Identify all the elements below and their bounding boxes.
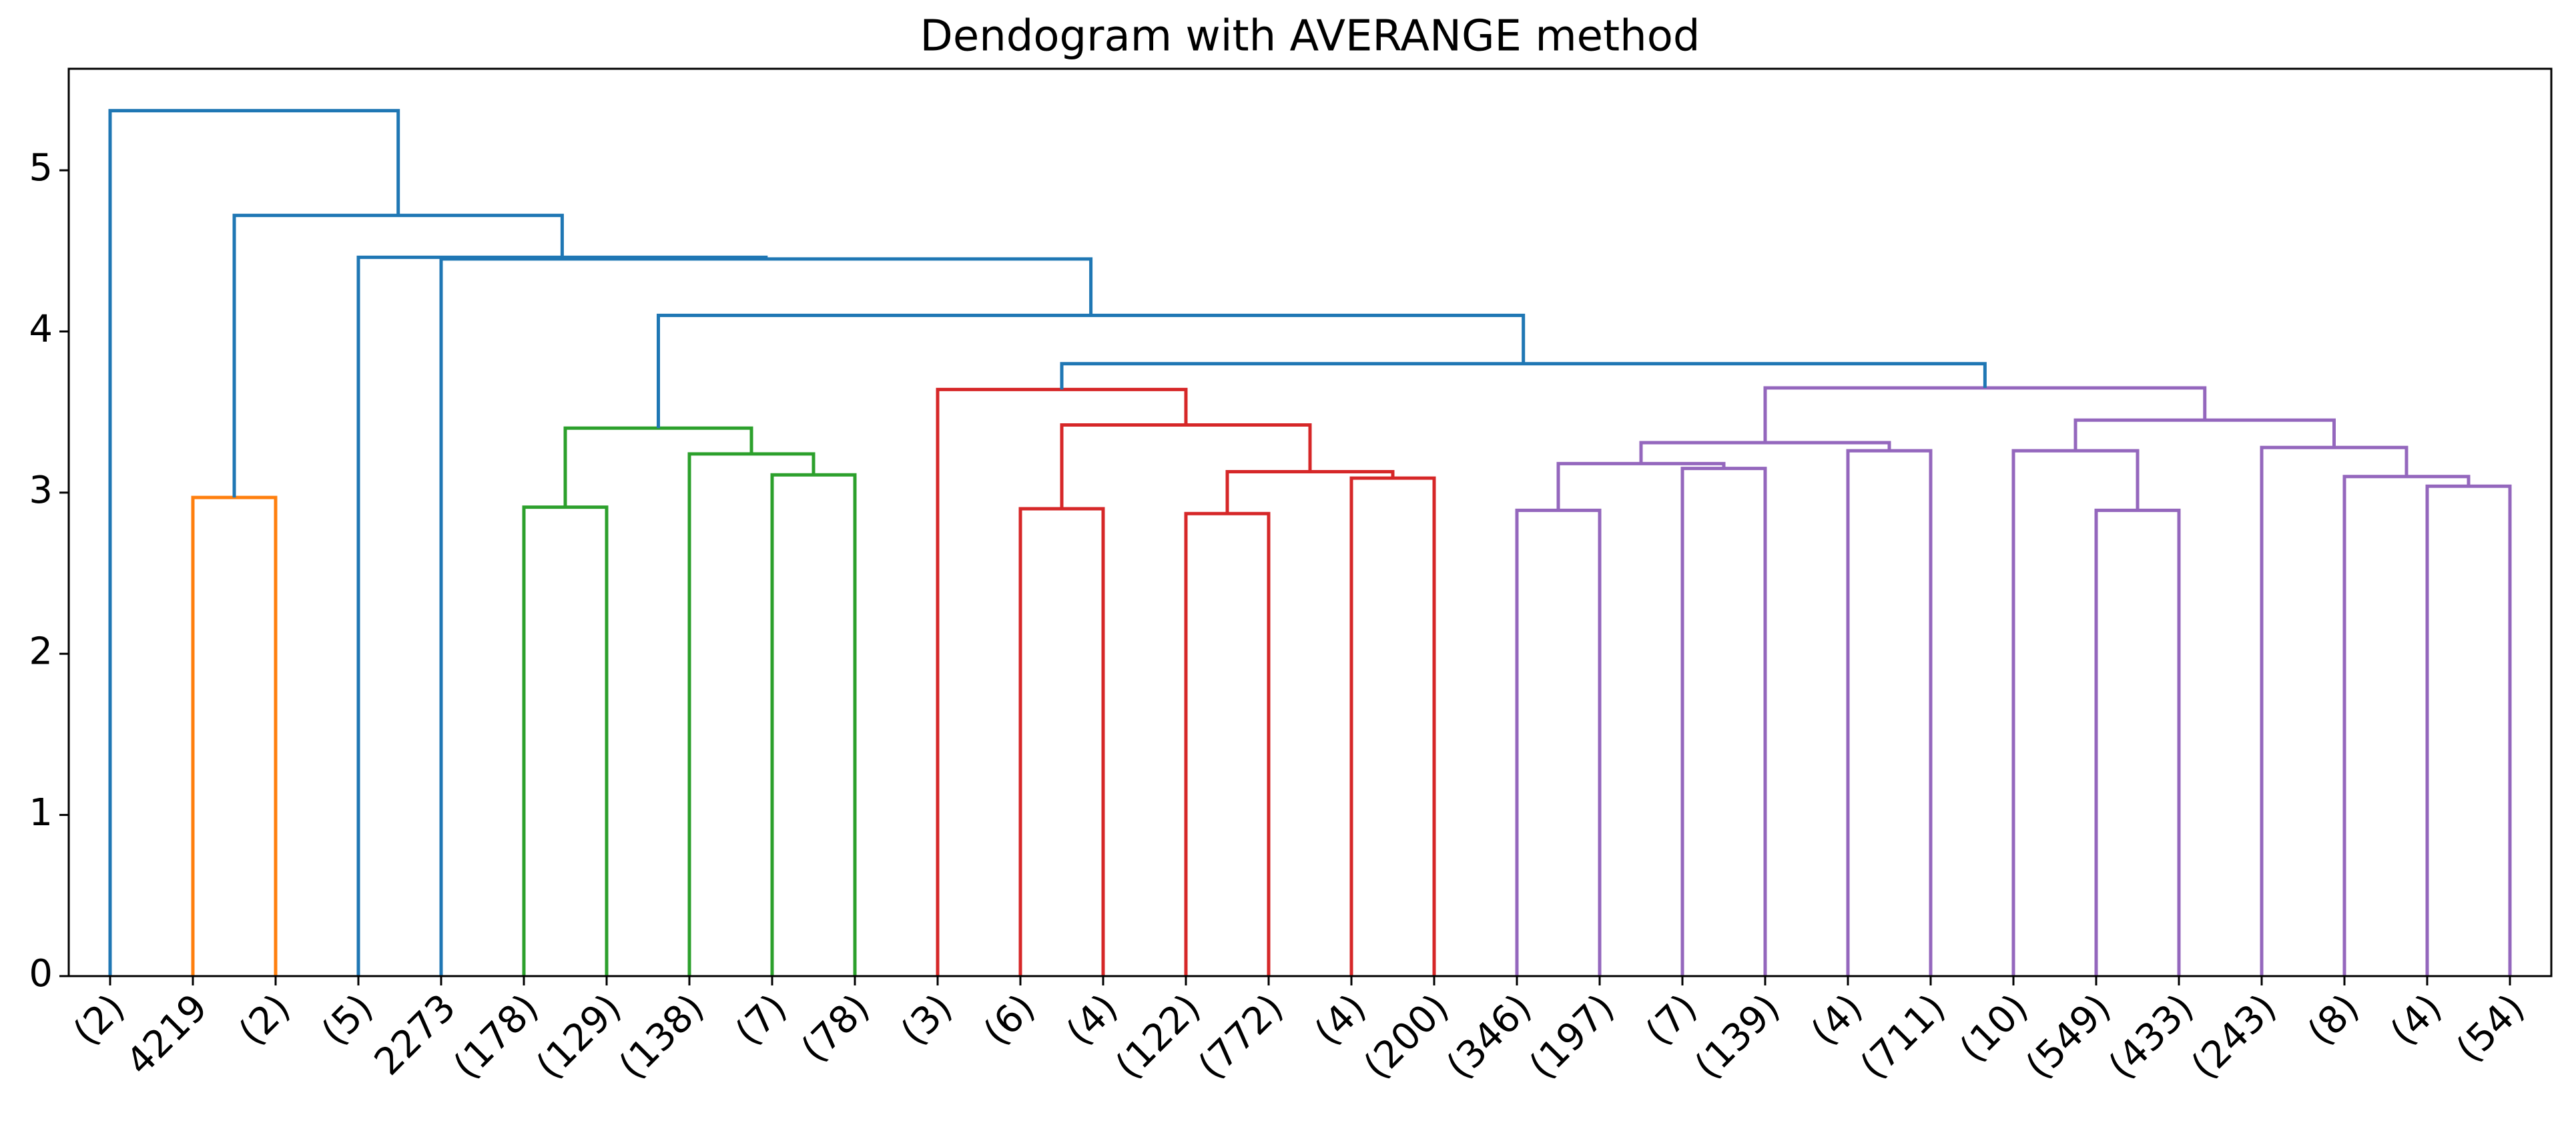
- dendrogram-link: [356, 255, 768, 976]
- dendrogram-link: [687, 452, 816, 976]
- leaf-label: (138): [611, 986, 712, 1088]
- dendrogram-link: [1846, 449, 1933, 976]
- dendrogram-link: [770, 473, 857, 976]
- leaf-label: (178): [445, 986, 547, 1088]
- plot-frame: [67, 67, 2553, 977]
- dendrogram-link: [1225, 469, 1395, 514]
- dendrogram-link: [2260, 445, 2408, 976]
- dendrogram-link: [108, 109, 400, 976]
- y-tick-label: 1: [29, 791, 53, 835]
- leaf-label: (7): [727, 986, 795, 1054]
- y-tick-label: 0: [29, 952, 53, 995]
- leaf-label: (200): [1355, 986, 1457, 1088]
- leaf-label: (197): [1521, 986, 1622, 1088]
- leaf-label: 4219: [118, 986, 216, 1084]
- leaf-label: (4): [1803, 986, 1871, 1054]
- leaf-label: (433): [2100, 986, 2202, 1088]
- leaf-label: (243): [2183, 986, 2284, 1088]
- leaf-label: (6): [976, 986, 1044, 1054]
- dendrogram-link: [522, 505, 609, 976]
- dendrogram-link: [1060, 423, 1312, 509]
- leaf-label: (139): [1686, 986, 1788, 1088]
- leaf-label: (772): [1190, 986, 1291, 1088]
- dendrogram-link: [1515, 508, 1602, 976]
- y-tick-label: 5: [29, 146, 53, 190]
- dendrogram-link: [1349, 476, 1436, 976]
- leaf-label: (129): [528, 986, 629, 1088]
- chart-title: Dendogram with AVERANGE method: [920, 12, 1700, 61]
- dendrogram-link: [2094, 508, 2181, 976]
- dendrogram-link: [657, 313, 1526, 429]
- dendrogram-link: [1018, 507, 1105, 976]
- leaf-label: (8): [2300, 986, 2368, 1054]
- leaf-label: (5): [314, 986, 382, 1054]
- leaf-label: (2): [65, 986, 133, 1054]
- dendrogram-link: [1680, 467, 1767, 976]
- leaf-label: (122): [1107, 986, 1209, 1088]
- leaf-label: (549): [2017, 986, 2119, 1088]
- leaf-label: (4): [2382, 986, 2451, 1054]
- dendrogram-link: [1639, 441, 1891, 464]
- y-tick-label: 3: [29, 469, 53, 512]
- leaf-label: (4): [1058, 986, 1126, 1054]
- leaf-label: (346): [1438, 986, 1540, 1088]
- dendrogram-link: [1763, 386, 2207, 443]
- y-tick-label: 2: [29, 630, 53, 673]
- leaf-label: (7): [1638, 986, 1706, 1054]
- leaf-label: (4): [1307, 986, 1375, 1054]
- dendrogram-link: [2342, 475, 2471, 976]
- dendrogram-link: [2425, 484, 2512, 976]
- leaf-label: (3): [893, 986, 961, 1054]
- leaf-label: (54): [2448, 986, 2533, 1071]
- leaf-label: 2273: [366, 986, 464, 1084]
- leaf-label: (2): [231, 986, 299, 1054]
- dendrogram-link: [232, 214, 564, 498]
- dendrogram-link: [2011, 449, 2140, 976]
- dendrogram-link: [1060, 362, 1987, 390]
- dendrogram-link: [1184, 511, 1271, 976]
- dendrogram-link: [191, 495, 278, 976]
- dendrogram-link: [563, 426, 753, 507]
- dendrogram-link: [1556, 461, 1726, 511]
- y-tick-label: 4: [29, 308, 53, 351]
- dendrogram-link: [439, 257, 1093, 976]
- leaf-label: (711): [1852, 986, 1953, 1088]
- leaf-label: (78): [793, 986, 878, 1071]
